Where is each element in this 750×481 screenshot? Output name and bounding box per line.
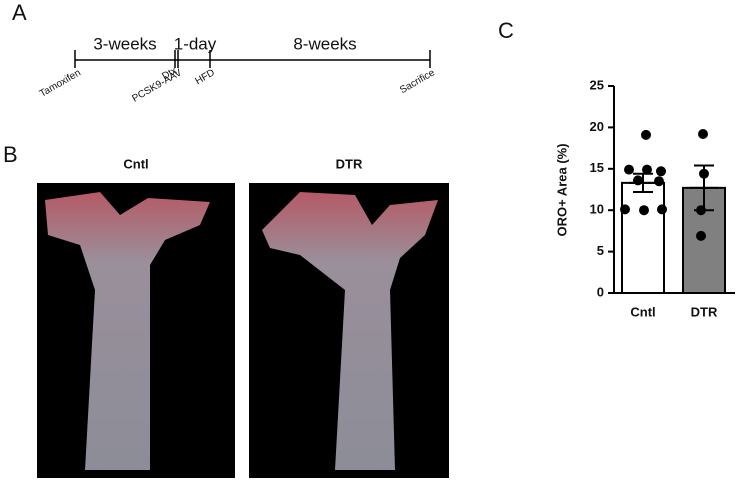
y-tick-label: 0 bbox=[597, 284, 604, 299]
event-label: Tamoxifen bbox=[38, 67, 83, 99]
timeline bbox=[74, 50, 431, 68]
data-point bbox=[633, 175, 643, 186]
data-point bbox=[620, 204, 630, 215]
data-point bbox=[654, 176, 664, 187]
y-axis-label: ORO+ Area (%) bbox=[554, 143, 569, 236]
data-point bbox=[656, 166, 666, 177]
data-point bbox=[696, 205, 706, 216]
data-point bbox=[699, 168, 709, 179]
event-label: HFD bbox=[194, 67, 217, 87]
data-point bbox=[657, 204, 667, 215]
panel-letter: A bbox=[12, 0, 27, 25]
y-tick-label: 15 bbox=[590, 160, 604, 175]
event-label: PCSK9-AAV bbox=[130, 67, 184, 104]
y-tick-label: 10 bbox=[590, 202, 604, 217]
data-point bbox=[624, 164, 634, 175]
data-point bbox=[642, 164, 652, 175]
y-tick-label: 25 bbox=[590, 77, 604, 92]
event-label: Sacrifice bbox=[398, 67, 437, 96]
period-label: 1-day bbox=[174, 34, 217, 53]
panel-letter: B bbox=[3, 142, 18, 167]
y-tick-label: 5 bbox=[597, 243, 604, 258]
panel-letter: C bbox=[498, 18, 514, 43]
error-bar bbox=[690, 164, 718, 212]
period-label: 3-weeks bbox=[93, 34, 156, 53]
error-bar bbox=[629, 172, 657, 193]
x-tick-label: Cntl bbox=[630, 304, 655, 319]
period-label: 8-weeks bbox=[293, 34, 356, 53]
y-tick-label: 20 bbox=[590, 119, 604, 134]
micrograph bbox=[249, 183, 449, 478]
data-point bbox=[696, 230, 706, 241]
image-title: DTR bbox=[336, 156, 363, 171]
x-tick-label: DTR bbox=[691, 304, 718, 319]
micrograph bbox=[37, 183, 235, 478]
bar-chart: ORO+ Area (%) bbox=[554, 143, 569, 236]
data-point bbox=[698, 129, 708, 140]
image-title: Cntl bbox=[123, 156, 148, 171]
bar bbox=[621, 181, 665, 295]
data-point bbox=[639, 205, 649, 216]
data-point bbox=[641, 129, 651, 140]
